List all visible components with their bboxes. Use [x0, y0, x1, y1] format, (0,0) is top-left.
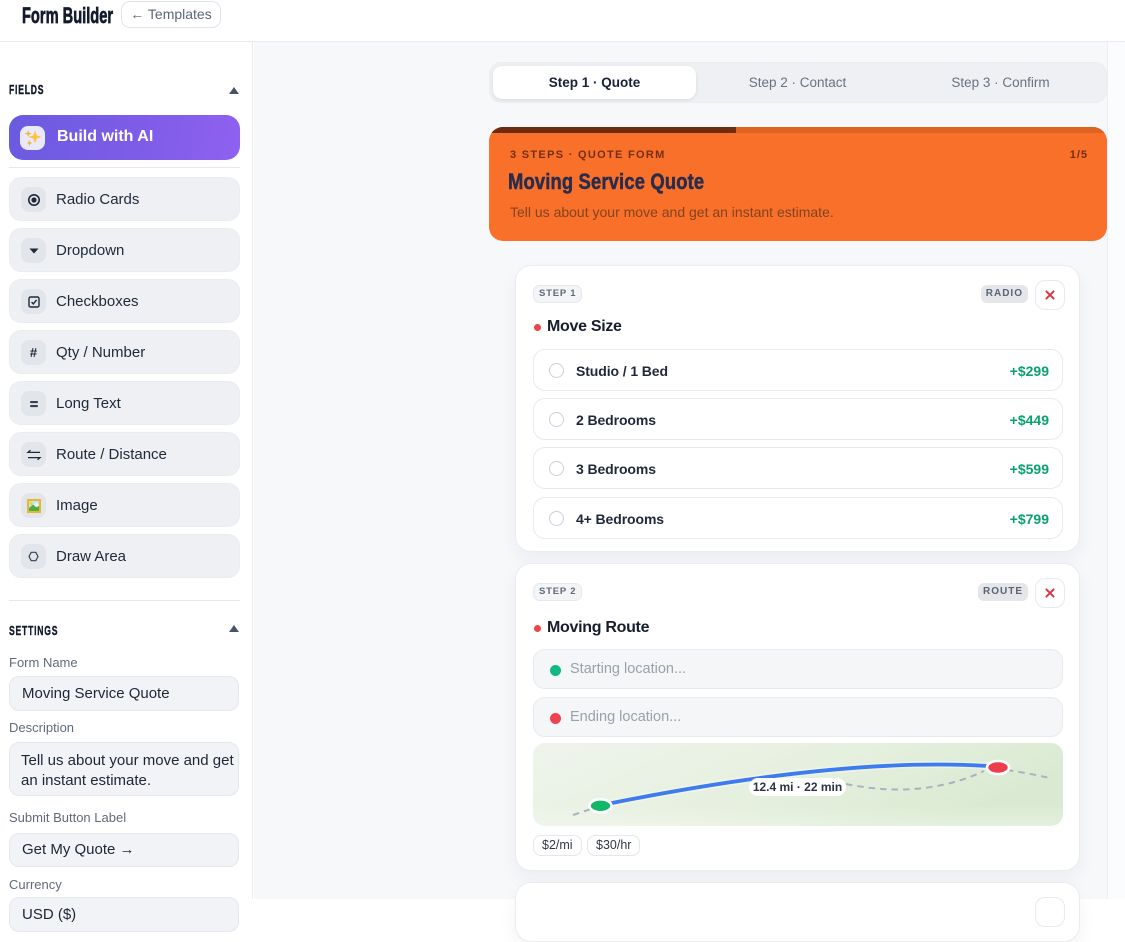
svg-text:12.4 mi · 22 min: 12.4 mi · 22 min [753, 780, 842, 794]
